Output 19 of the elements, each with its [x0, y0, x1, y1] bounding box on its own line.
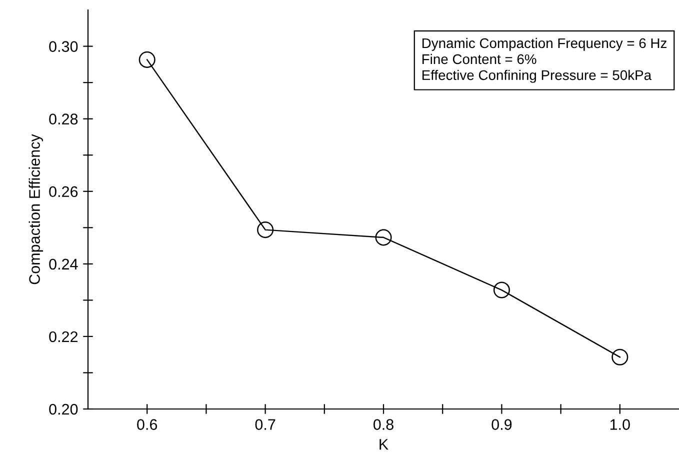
y-tick-label: 0.30	[49, 41, 78, 52]
x-axis-title: K	[380, 439, 388, 450]
y-tick-label: 0.28	[49, 114, 78, 125]
y-tick-label: 0.24	[49, 258, 78, 270]
y-axis-title: Compaction Efficiency	[28, 134, 43, 284]
y-tick-label: 0.20	[49, 404, 78, 415]
point	[138, 51, 156, 68]
x-tick-label: 0.7	[255, 419, 276, 430]
x-tick-label: 1.0	[610, 419, 630, 430]
y-tick-label: 0.26	[49, 186, 78, 198]
x-tick-label: 0.9	[492, 419, 512, 430]
point	[375, 229, 392, 246]
point	[257, 222, 274, 238]
annotation: Dynamic Compaction Frequency = 6 Hz Fine Content = 6% Effective Confining Pressure = 50kPa	[422, 38, 666, 83]
x-tick-label: 0.6	[137, 419, 158, 430]
point	[612, 348, 628, 366]
x-tick-label: 0.8	[373, 419, 394, 430]
y-tick-label: 0.22	[49, 331, 78, 342]
point	[493, 282, 510, 298]
